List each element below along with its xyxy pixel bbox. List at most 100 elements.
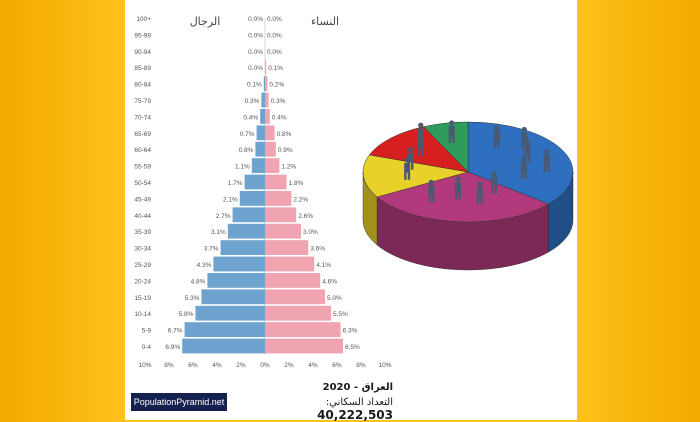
women-bar — [265, 240, 309, 255]
men-bar — [182, 338, 265, 354]
x-tick-label: 4% — [212, 362, 222, 369]
women-value-label: 6.3% — [343, 328, 358, 335]
age-group-label: 95-99 — [134, 32, 151, 39]
age-group-label: 0-4 — [142, 344, 152, 351]
men-bar — [244, 174, 265, 190]
people-figures-icon — [491, 171, 498, 194]
women-value-label: 6.5% — [345, 344, 360, 351]
men-value-label: 0.0% — [248, 32, 263, 39]
men-value-label: 0.4% — [243, 114, 258, 121]
men-value-label: 3.7% — [204, 246, 219, 253]
women-bar — [265, 289, 325, 305]
women-bar — [265, 191, 292, 206]
age-group-label: 15-19 — [134, 295, 151, 302]
women-bar — [265, 76, 268, 91]
men-bar — [232, 207, 265, 223]
x-tick-label: 8% — [356, 362, 366, 369]
women-bar — [265, 92, 269, 108]
men-bar — [261, 92, 265, 108]
men-bar — [260, 109, 265, 124]
age-group-label: 50-54 — [134, 180, 151, 187]
people-figures-icon — [543, 149, 550, 172]
men-bar — [227, 223, 265, 239]
women-value-label: 4.6% — [322, 278, 337, 285]
men-value-label: 5.8% — [179, 311, 194, 318]
people-figures-icon — [493, 125, 500, 149]
women-value-label: 2.6% — [298, 213, 313, 220]
age-group-label: 60-64 — [134, 147, 151, 154]
women-value-label: 0.0% — [267, 16, 282, 23]
women-value-label: 5.0% — [327, 295, 342, 302]
men-bar — [201, 289, 265, 305]
x-tick-label: 0% — [260, 362, 270, 369]
women-bar — [265, 223, 301, 239]
women-bar — [265, 273, 321, 288]
age-group-label: 55-59 — [134, 164, 151, 171]
women-bar — [265, 174, 287, 190]
men-value-label: 0.1% — [247, 82, 262, 89]
men-bar — [213, 256, 265, 272]
men-value-label: 2.7% — [216, 213, 231, 220]
age-group-label: 85-89 — [134, 65, 151, 72]
age-group-label: 10-14 — [134, 311, 151, 318]
people-figures-icon — [407, 147, 414, 170]
men-value-label: 0.7% — [240, 131, 255, 138]
men-value-label: 3.1% — [211, 229, 226, 236]
age-group-label: 25-29 — [134, 262, 151, 269]
men-bar — [184, 322, 265, 337]
age-group-label: 80-84 — [134, 82, 151, 89]
x-tick-label: 8% — [164, 362, 174, 369]
women-value-label: 0.8% — [277, 131, 292, 138]
people-figures-icon — [428, 179, 435, 203]
population-pyramid-chart: 0-4 6.9% 6.5% 5-9 6.7% 6.3% 10-14 5.8% 5.5% 15-19… — [134, 15, 391, 369]
people-pie-illustration — [362, 120, 574, 271]
infographic-card: 0-4 6.9% 6.5% 5-9 6.7% 6.3% 10-14 5.8% 5.5% 15-19… — [125, 0, 577, 422]
women-bar — [265, 125, 275, 141]
pie-slice — [376, 171, 550, 223]
women-value-label: 2.2% — [293, 196, 308, 203]
men-bar — [256, 125, 265, 141]
x-tick-label: 10% — [138, 362, 151, 369]
men-value-label: 4.8% — [191, 278, 206, 285]
women-bar — [265, 256, 315, 272]
women-bar — [265, 305, 331, 321]
women-value-label: 0.9% — [278, 147, 293, 154]
women-value-label: 0.4% — [272, 114, 287, 121]
x-tick-label: 10% — [378, 362, 391, 369]
men-value-label: 0.3% — [245, 98, 260, 105]
women-bar — [265, 158, 280, 173]
age-group-label: 45-49 — [134, 196, 151, 203]
caption-title: العراق - 2020 — [322, 382, 393, 393]
women-value-label: 3.0% — [303, 229, 318, 236]
men-value-label: 0.0% — [248, 65, 263, 72]
women-value-label: 0.1% — [268, 65, 283, 72]
men-value-label: 0.0% — [248, 16, 263, 23]
men-value-label: 6.7% — [168, 328, 183, 335]
age-group-label: 75-79 — [134, 98, 151, 105]
men-value-label: 4.3% — [197, 262, 212, 269]
women-value-label: 0.0% — [267, 32, 282, 39]
age-group-label: 90-94 — [134, 49, 151, 56]
women-bar — [265, 338, 343, 354]
women-bar — [265, 59, 267, 75]
people-figures-icon — [476, 181, 483, 205]
pie-slice — [362, 154, 469, 198]
age-group-label: 35-39 — [134, 229, 151, 236]
people-figures-icon — [454, 176, 461, 200]
women-value-label: 0.0% — [267, 49, 282, 56]
men-series-label: الرجال — [190, 15, 221, 28]
people-figures-icon — [417, 122, 424, 146]
age-group-label: 70-74 — [134, 114, 151, 121]
people-figures-icon — [520, 156, 527, 180]
women-series-label: النساء — [311, 15, 339, 28]
population-label: التعداد السكاني: — [325, 397, 393, 408]
age-group-label: 40-44 — [134, 213, 151, 220]
people-figures-icon — [448, 120, 455, 144]
women-value-label: 4.1% — [316, 262, 331, 269]
women-bar — [265, 109, 270, 124]
x-tick-label: 6% — [332, 362, 342, 369]
men-value-label: 2.1% — [223, 196, 238, 203]
x-tick-label: 2% — [236, 362, 246, 369]
men-value-label: 6.9% — [165, 344, 180, 351]
men-bar — [255, 141, 265, 157]
